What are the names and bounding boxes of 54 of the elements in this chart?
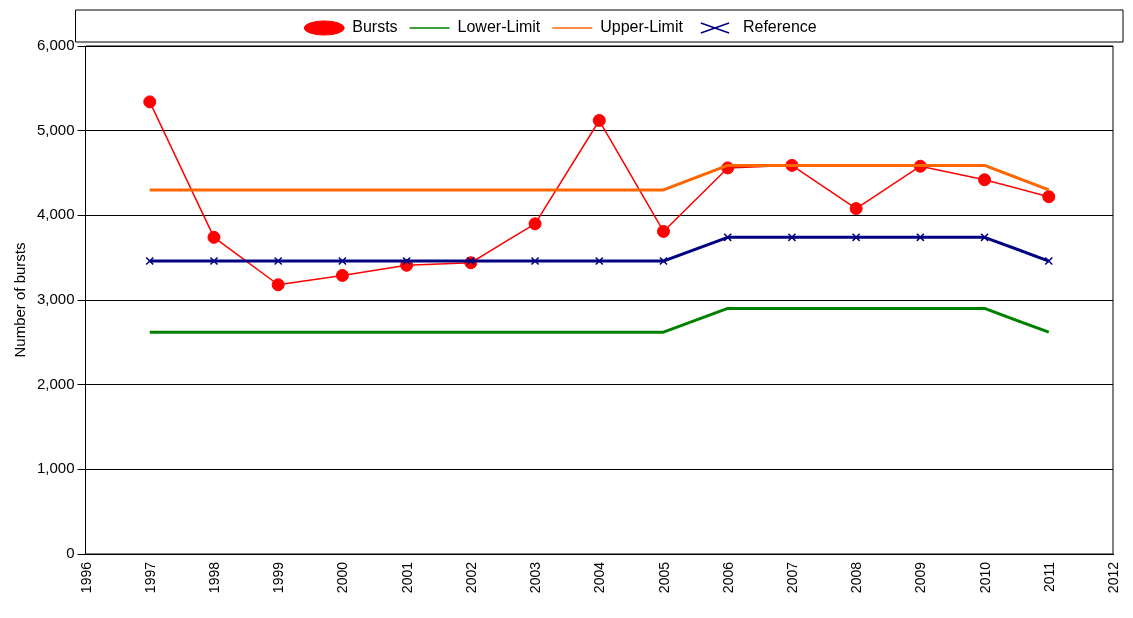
- point: [273, 256, 283, 266]
- x-tick-label: 2003: [527, 561, 544, 594]
- point: [209, 256, 219, 266]
- point: [335, 268, 349, 282]
- x-tick-label: 1996: [77, 561, 94, 594]
- y-tick-label: 5,000: [36, 120, 75, 138]
- point: [528, 217, 542, 231]
- point: [338, 256, 347, 266]
- x-tick-label: 2007: [783, 561, 800, 594]
- x-tick-label: 2004: [591, 561, 608, 594]
- point: [1044, 256, 1054, 266]
- x-tick-label: 2010: [976, 561, 993, 594]
- y-tick-label: 0: [66, 544, 75, 562]
- y-axis-title: Number of bursts: [11, 242, 29, 358]
- x-tick-label: 2011: [1040, 561, 1057, 593]
- point: [787, 233, 797, 242]
- point: [271, 278, 285, 292]
- point: [143, 95, 157, 109]
- point: [723, 233, 732, 242]
- x-tick-label: 1997: [141, 561, 158, 594]
- point: [851, 233, 861, 242]
- x-tick-label: 2006: [719, 561, 736, 594]
- y-tick-label: 3,000: [36, 290, 75, 308]
- point: [594, 256, 604, 266]
- x-tick-label: 2000: [334, 561, 351, 594]
- x-tick-label: 2005: [655, 561, 672, 594]
- point: [659, 256, 668, 266]
- legend-label: Reference: [742, 18, 817, 36]
- x-tick-label: 2001: [398, 561, 415, 594]
- point: [916, 233, 925, 242]
- legend-label: Bursts: [352, 18, 398, 36]
- point: [207, 230, 221, 244]
- point: [1042, 190, 1056, 204]
- point: [656, 224, 670, 238]
- legend-label: Upper-Limit: [600, 18, 684, 36]
- x-tick-label: 2009: [912, 561, 929, 594]
- legend-label: Lower-Limit: [457, 18, 541, 36]
- y-tick-label: 1,000: [36, 459, 75, 477]
- point: [145, 256, 155, 266]
- point: [466, 256, 476, 266]
- point: [592, 114, 606, 128]
- x-tick-label: 1998: [206, 561, 223, 594]
- point: [530, 256, 540, 266]
- x-tick-label: 2002: [462, 561, 479, 594]
- point: [980, 233, 989, 242]
- point: [849, 202, 863, 216]
- point: [402, 256, 411, 266]
- y-tick-label: 6,000: [36, 36, 75, 54]
- x-tick-label: 2012: [1105, 561, 1122, 594]
- x-tick-label: 1999: [270, 561, 287, 594]
- y-tick-label: 2,000: [36, 374, 75, 392]
- x-tick-label: 2008: [848, 561, 865, 594]
- point: [978, 173, 992, 187]
- y-tick-label: 4,000: [36, 205, 75, 223]
